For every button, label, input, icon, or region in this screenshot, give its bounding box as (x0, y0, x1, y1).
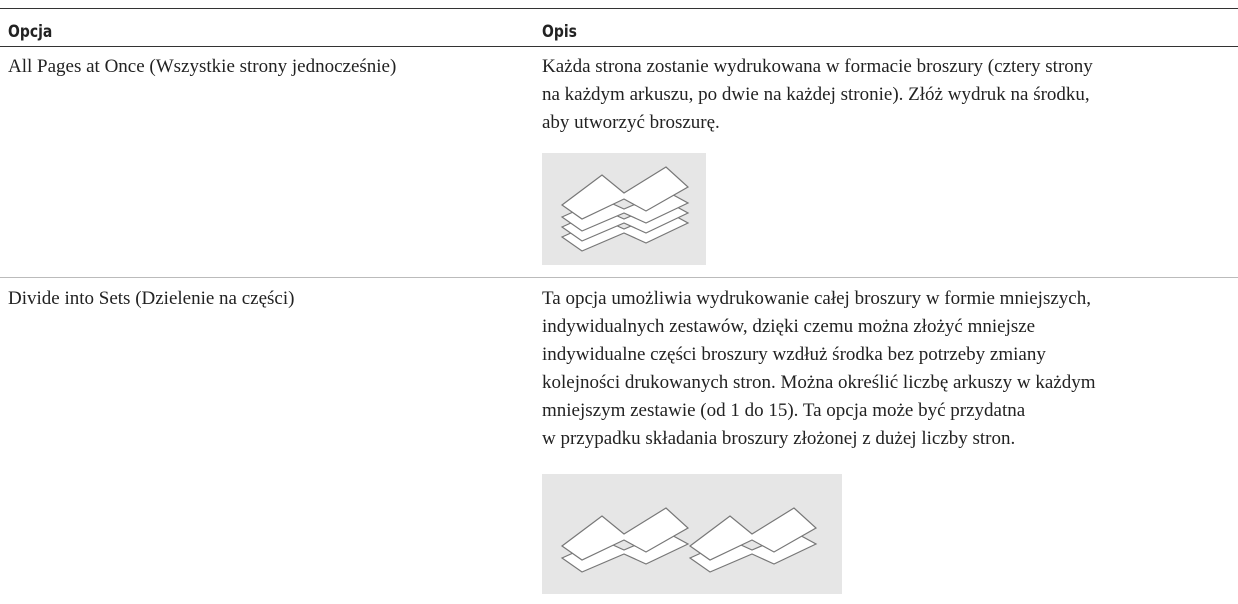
description-cell: Każda strona zostanie wydrukowana w form… (542, 53, 1093, 137)
description-line: mniejszym zestawie (od 1 do 15). Ta opcj… (542, 400, 1026, 421)
option-cell: Divide into Sets (Dzielenie na części) (8, 288, 295, 309)
option-cell: All Pages at Once (Wszystkie strony jedn… (8, 56, 397, 77)
description-line: na każdym arkuszu, po dwie na każdej str… (542, 84, 1090, 105)
description-line: indywidualnych zestawów, dzięki czemu mo… (542, 316, 1036, 337)
description-line: indywidualne części broszury wzdłuż środ… (542, 344, 1046, 365)
column-header: Opis (542, 22, 577, 42)
column-header: Opcja (8, 22, 53, 42)
description-line: aby utworzyć broszurę. (542, 112, 720, 133)
rule (0, 8, 1238, 9)
description-cell: Ta opcja umożliwia wydrukowanie całej br… (542, 285, 1095, 453)
booklet-illustration (542, 153, 706, 265)
description-line: Ta opcja umożliwia wydrukowanie całej br… (542, 288, 1091, 309)
description-line: w przypadku składania broszury złożonej … (542, 428, 1016, 449)
row-rule (0, 277, 1238, 278)
description-line: kolejności drukowanych stron. Można okre… (542, 372, 1096, 393)
booklet-illustration (542, 474, 842, 594)
description-line: Każda strona zostanie wydrukowana w form… (542, 56, 1093, 77)
rule (0, 46, 1238, 47)
